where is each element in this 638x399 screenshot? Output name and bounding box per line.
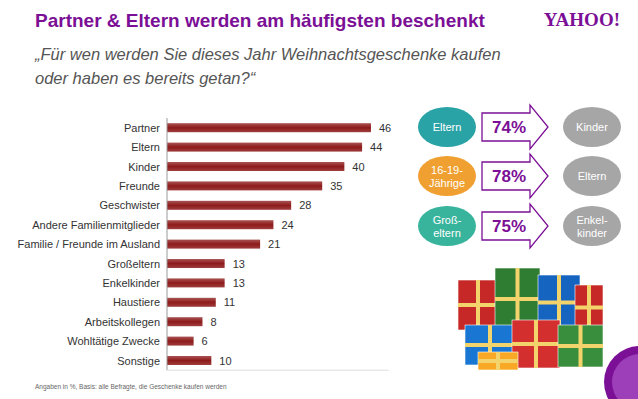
annotation-from-shape: [418, 156, 476, 196]
data-label: 11: [224, 296, 235, 308]
bar: [167, 240, 260, 249]
bar: [167, 123, 371, 132]
annotation-to-shape: [563, 156, 621, 196]
category-label: Sonstige: [117, 355, 160, 367]
category-label: Familie / Freunde im Ausland: [18, 238, 160, 250]
annotation-to: Enkel-kinder: [576, 214, 608, 239]
category-label: Enkelkinder: [103, 277, 161, 289]
category-label: Haustiere: [113, 296, 160, 308]
annotation-to: Eltern: [578, 170, 607, 182]
bar: [167, 259, 225, 268]
bar: [167, 278, 225, 287]
gift-illustration: [458, 268, 603, 370]
annotation-line: Groß-: [433, 214, 462, 226]
category-label: Eltern: [131, 141, 160, 153]
value-axis: [167, 370, 389, 371]
footnote: Angaben in %, Basis: alle Befragte, die …: [35, 383, 227, 391]
data-label: 35: [330, 180, 342, 192]
data-label: 13: [233, 258, 245, 270]
logo: YAHOO!: [544, 9, 620, 30]
annotation-line: Jährige: [429, 177, 465, 189]
annotation-value: 74%: [492, 118, 526, 137]
category-label: Partner: [124, 122, 160, 134]
annotation-line: Eltern: [578, 170, 607, 182]
annotation-from: Groß-eltern: [433, 214, 462, 239]
data-label: 28: [299, 199, 311, 211]
data-label: 46: [379, 122, 391, 134]
subtitle-line: „Für wen werden Sie dieses Jahr Weihnach…: [34, 45, 501, 63]
gift-box: [512, 320, 560, 368]
logo-circle: [604, 346, 638, 399]
bar: [167, 143, 362, 152]
annotation-value: 75%: [492, 217, 526, 236]
chart: Partner & Eltern werden am häufigsten be…: [0, 0, 638, 399]
annotation-line: Kinder: [576, 121, 608, 133]
gift-ribbon: [495, 297, 540, 301]
annotation: Eltern 74% Kinder: [418, 105, 621, 149]
annotation-line: kinder: [577, 227, 607, 239]
gift-box: [478, 352, 518, 370]
gift-ribbon: [538, 301, 580, 305]
gift-ribbon: [575, 306, 603, 310]
bar: [167, 220, 273, 229]
logo-circle-inner: [612, 354, 638, 399]
annotation: 16-19-Jährige 78% Eltern: [418, 154, 621, 198]
annotation-from: 16-19-Jährige: [429, 164, 465, 189]
data-label: 13: [233, 277, 245, 289]
category-label: Kinder: [128, 161, 160, 173]
category-label: Großeltern: [107, 258, 160, 270]
data-label: 24: [281, 219, 293, 231]
annotation-value: 78%: [492, 167, 526, 186]
bar: [167, 337, 194, 346]
annotation-line: Eltern: [433, 121, 462, 133]
bar: [167, 181, 322, 190]
gift-ribbon: [465, 343, 515, 347]
annotation-line: Enkel-: [576, 214, 608, 226]
bar: [167, 298, 216, 307]
bars: [167, 123, 371, 365]
gift-ribbon: [512, 342, 560, 346]
bar: [167, 201, 291, 210]
gift-ribbon: [558, 344, 603, 348]
data-label: 44: [370, 141, 382, 153]
data-label: 10: [219, 355, 231, 367]
annotation-to-shape: [563, 107, 621, 147]
bar: [167, 162, 344, 171]
annotation: Groß-eltern 75% Enkel-kinder: [418, 204, 621, 248]
title: Partner & Eltern werden am häufigsten be…: [35, 10, 485, 31]
annotation-arrow: [482, 154, 548, 198]
gift-ribbon: [458, 303, 498, 307]
gift-box: [558, 325, 603, 367]
data-label: 6: [202, 335, 208, 347]
data-label: 21: [268, 238, 280, 250]
annotation-line: eltern: [433, 227, 461, 239]
annotation-arrow: [482, 204, 548, 248]
bar: [167, 317, 202, 326]
category-label: Freunde: [119, 180, 160, 192]
subtitle: „Für wen werden Sie dieses Jahr Weihnach…: [34, 45, 501, 87]
gift-box: [575, 285, 603, 330]
annotation-line: 16-19-: [431, 164, 463, 176]
gift-box: [458, 280, 498, 330]
category-axis: [167, 118, 168, 370]
gift-ribbon: [478, 359, 518, 363]
annotation-from: Eltern: [433, 121, 462, 133]
annotation-from-shape: [418, 107, 476, 147]
category-label: Arbeitskollegen: [85, 316, 160, 328]
data-label: 40: [352, 161, 364, 173]
annotation-to-shape: [563, 206, 621, 246]
data-label: 8: [210, 316, 216, 328]
subtitle-line: oder haben es bereits getan?“: [35, 69, 257, 87]
annotation-arrow: [482, 105, 548, 149]
bar: [167, 356, 211, 365]
category-label: Andere Familienmitglieder: [32, 219, 160, 231]
category-label: Wohltätige Zwecke: [67, 335, 160, 347]
annotation-from-shape: [418, 206, 476, 246]
category-label: Geschwister: [99, 199, 160, 211]
annotation-to: Kinder: [576, 121, 608, 133]
